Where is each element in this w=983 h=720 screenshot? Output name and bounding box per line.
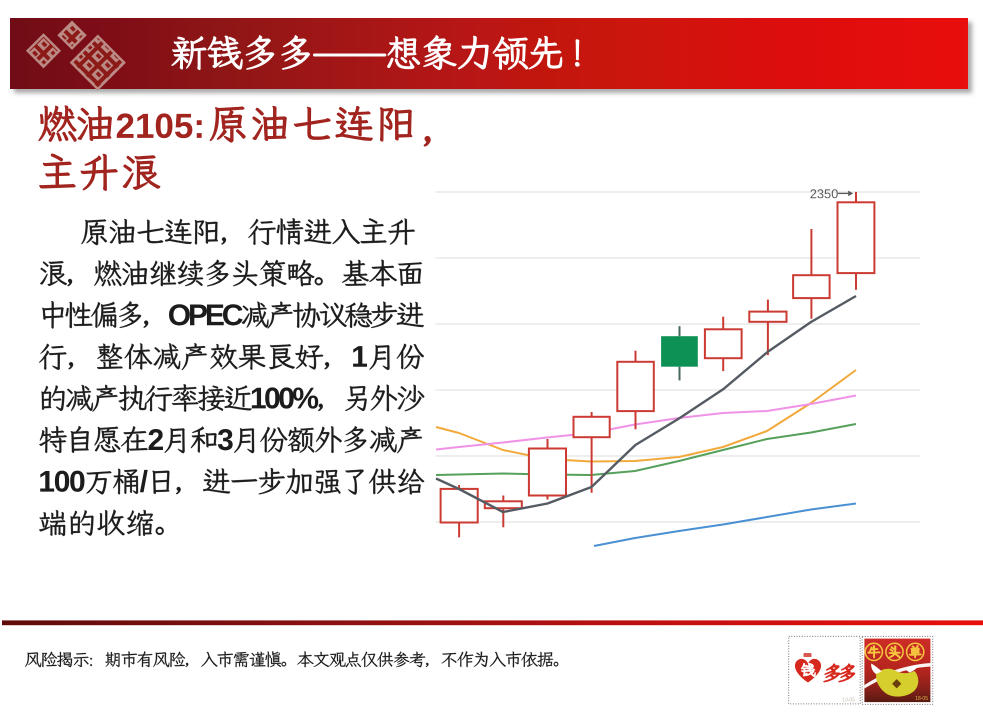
- svg-text:13-05: 13-05: [842, 698, 855, 704]
- svg-text:18-05: 18-05: [915, 696, 928, 702]
